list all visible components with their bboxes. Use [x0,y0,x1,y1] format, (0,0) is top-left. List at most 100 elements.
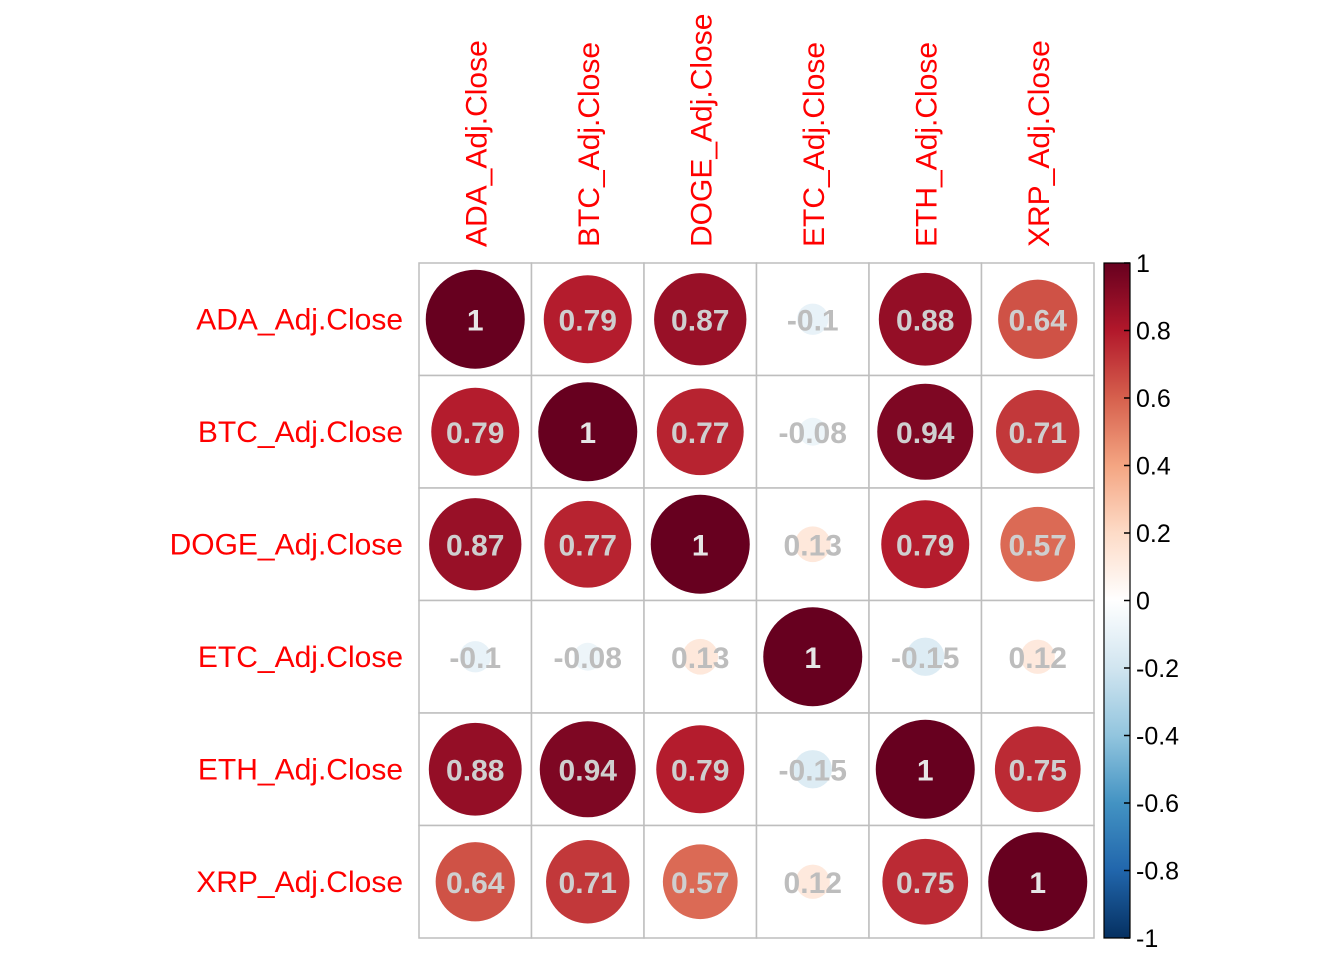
coefficient-label: -0.1 [449,642,501,675]
row-label: ETH_Adj.Close [198,753,403,786]
correlation-circle [428,722,522,816]
correlation-circle [656,725,745,814]
coefficient-label: 0.57 [1009,529,1067,562]
coefficient-label: 0.94 [896,417,955,450]
column-label: ETH_Adj.Close [910,42,943,247]
correlation-circle [425,269,525,369]
column-label: XRP_Adj.Close [1023,40,1056,247]
column-labels: ADA_Adj.Close BTC_Adj.Close DOGE_Adj.Close… [460,14,1056,247]
coefficient-label: 0.12 [784,867,842,900]
column-label: ETC_Adj.Close [798,42,831,247]
correlation-circle [682,638,719,675]
correlation-circle [459,641,491,673]
coefficient-label: 0.79 [671,754,729,787]
correlation-circle [431,387,520,476]
correlation-circle [882,838,969,925]
coefficient-label: 1 [917,754,934,787]
colorbar-tick-label: -1 [1136,925,1158,953]
correlation-circle [1020,639,1055,674]
correlation-circle [795,864,830,899]
coefficient-label: 1 [579,417,596,450]
colorbar: 1 0.8 0.6 0.4 0.2 0 -0.2 -0.4 -0.6 -0.8 -1 [1103,250,1179,953]
correlation-circle [435,842,515,922]
coefficient-label: 1 [692,529,709,562]
colorbar-tick-label: 0 [1136,588,1150,616]
coefficient-label: 0.13 [784,529,842,562]
coefficient-label: 0.87 [671,304,729,337]
correlation-circle [539,721,636,818]
row-label: DOGE_Adj.Close [170,528,403,561]
coefficient-label: 0.13 [671,642,729,675]
coefficient-label: 0.87 [446,529,504,562]
coefficient-label: 0.88 [896,304,954,337]
coefficient-label: 0.79 [559,304,617,337]
row-label: BTC_Adj.Close [198,416,403,449]
colorbar-tick-label: -0.4 [1136,723,1179,751]
correlation-circle [650,494,750,594]
column-label: BTC_Adj.Close [573,42,606,247]
coefficient-label: 0.79 [446,417,504,450]
coefficient-label: 0.12 [1009,642,1067,675]
coefficient-label: -0.08 [554,642,622,675]
colorbar-tick-label: -0.8 [1136,858,1179,886]
correlation-circle [996,390,1080,474]
row-label: ETC_Adj.Close [198,641,403,674]
correlation-circle [998,279,1078,359]
grid [418,262,1095,939]
correlation-circle [656,388,744,476]
correlation-circle [875,719,975,819]
colorbar-tick-label: 1 [1136,250,1150,278]
coefficient-label: 0.71 [559,867,617,900]
coefficient-label: 0.64 [446,867,505,900]
coefficient-label: 0.94 [559,754,618,787]
colorbar-tick-label: 0.2 [1136,520,1171,548]
coefficient-label: 1 [804,642,821,675]
row-label: ADA_Adj.Close [196,303,403,336]
row-label: XRP_Adj.Close [196,866,403,899]
correlation-circle [544,500,632,588]
coefficient-label: 1 [1029,867,1046,900]
colorbar-tick-label: 0.8 [1136,318,1171,346]
colorbar-tick-label: 0.6 [1136,385,1171,413]
correlation-circles [425,269,1088,932]
correlation-circle [662,844,738,920]
coefficient-label: 0.64 [1009,304,1068,337]
column-label: DOGE_Adj.Close [685,14,718,247]
correlation-circle [994,726,1081,813]
correlation-circle [543,275,632,364]
correlation-circle [906,637,945,676]
colorbar-tick-label: -0.2 [1136,655,1179,683]
coefficient-label: 0.71 [1009,417,1067,450]
colorbar-tick-label: 0.4 [1136,453,1171,481]
colorbar-tick-label: -0.6 [1136,790,1179,818]
correlation-circle [429,498,522,591]
row-labels: ADA_Adj.Close BTC_Adj.Close DOGE_Adj.Close… [170,303,403,899]
coefficient-label: 1 [467,304,484,337]
correlation-circle [878,272,972,366]
coefficient-label: -0.1 [787,304,839,337]
correlation-circle [881,500,970,589]
coefficient-label: 0.77 [671,417,729,450]
coefficient-label: 0.75 [896,867,954,900]
correlation-circle [538,382,638,482]
coefficient-label: 0.75 [1009,754,1067,787]
correlation-circle [793,750,832,789]
coefficient-label: -0.15 [891,642,959,675]
coefficient-labels: 1 0.79 0.87 -0.1 0.88 0.64 0.79 1 0.77 -0.08 0.94 0… [446,304,1067,900]
correlation-circle [1000,506,1076,582]
correlation-circle [797,303,829,335]
coefficient-label: 0.88 [446,754,504,787]
correlation-circle [988,832,1088,932]
coefficient-label: 0.57 [671,867,729,900]
correlation-circle [546,840,630,924]
correlation-circle [573,642,602,671]
coefficient-label: 0.79 [896,529,954,562]
coefficient-label: -0.15 [779,754,847,787]
column-label: ADA_Adj.Close [460,40,493,247]
coefficient-label: 0.77 [559,529,617,562]
correlation-circle [654,273,747,366]
correlation-circle [798,417,827,446]
correlation-circle [763,607,863,707]
correlation-circle [794,526,831,563]
